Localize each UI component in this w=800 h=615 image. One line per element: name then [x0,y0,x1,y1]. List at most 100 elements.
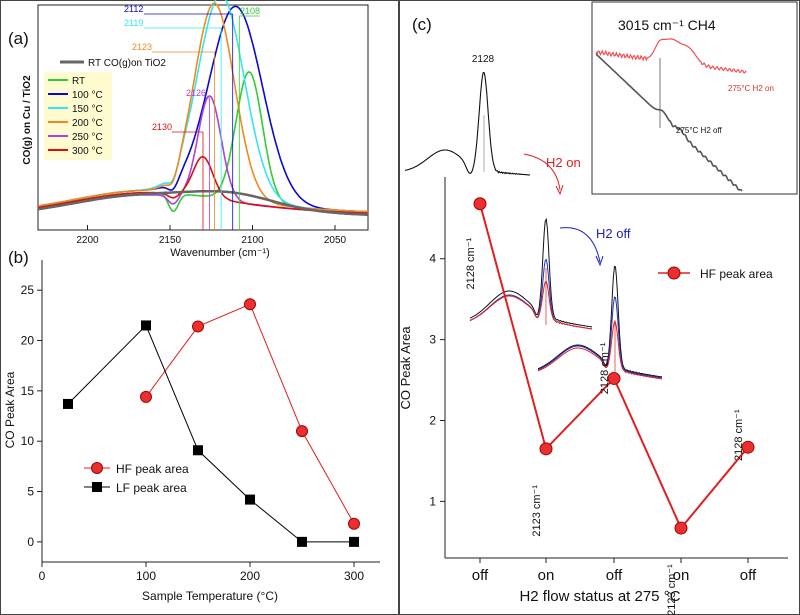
peak-label-5: 2130 [152,122,172,132]
panel-b-ticks: 0 100 200 300 0 5 10 15 20 25 [21,283,365,583]
panel-c-point-labels: 2128 cm⁻¹ 2123 cm⁻¹ 2128 cm⁻¹ 2123 cm⁻¹ 2128… [465,238,745,615]
b-point-0-4 [348,517,360,530]
a-xtick-label-0: 2200 [76,235,99,246]
panel-b-x-label: Sample Temperature (°C) [142,589,278,603]
c-point-label-2: 2128 cm⁻¹ [599,342,611,394]
a-xtick-label-3: 2050 [324,235,347,246]
b-ytick-label-0: 0 [27,535,34,549]
b-point-1-2 [193,445,203,456]
inset-box [591,1,798,195]
panel-c-chart: 3015 cm⁻¹ CH4 275°C H2 on 275°C H2 off 2… [398,1,798,615]
legend-c-marker [667,266,681,280]
b-point-1-3 [245,494,255,505]
b-point-1-5 [349,536,359,547]
b-point-0-2 [244,298,256,311]
inset-h2-on-curve [595,38,747,74]
spectrum-off-blue [537,296,663,379]
panel-label-a: (a) [8,29,29,48]
peak-label-4: 2126 [186,88,206,98]
legend-label-3: 200 °C [72,118,103,129]
c-point-label-0: 2128 cm⁻¹ [465,238,477,290]
legend-lf-label: LF peak area [116,481,187,495]
a-xtick-label-2: 2100 [241,235,264,246]
legend-label-0: RT [72,76,85,87]
b-point-0-3 [296,425,308,438]
legend-label-1: 100 °C [72,90,103,101]
c-point-label-4: 2128 cm⁻¹ [733,409,745,461]
panel-c-x-label: H2 flow status at 275 °C [519,588,680,605]
legend-label-5: 300 °C [72,146,103,157]
panel-c-y-label: CO Peak Area [398,326,413,410]
h2-on-arrow [523,153,561,191]
c-ytick-label-2: 3 [429,333,436,347]
panel-c-embedded-spectra [469,115,663,380]
spectrum-off-black [537,265,663,378]
c-point-2 [607,371,621,385]
panel-a-legend: RT 100 °C 150 °C 200 °C 250 °C 300 °C [48,76,103,157]
top-spectrum [404,71,531,176]
legend-label-2: 150 °C [72,104,103,115]
h2-off-label: H2 off [596,226,631,241]
a-xtick-label-1: 2150 [159,235,182,246]
c-ytick-label-1: 2 [429,414,436,428]
inset-off-label: 275°C H2 off [676,126,723,135]
b-point-1-1 [141,320,151,331]
panel-label-c: (c) [412,15,432,34]
panel-b-chart: 0 100 200 300 0 5 10 15 20 25 Sample Temperature … [3,260,380,603]
b-xtick-label-3: 300 [344,569,364,583]
legend-c-label: HF peak area [700,267,773,281]
legend-label-4: 250 °C [72,132,103,143]
spectrum-off-red [537,321,663,380]
h2-off-arrowhead [595,255,604,267]
b-point-0-0 [140,390,152,403]
c-ytick-label-3: 4 [429,252,436,266]
legend-header-text: RT CO(g)on TiO2 [88,58,166,69]
legend-hf-label: HF peak area [116,462,189,476]
peak-label-3: 2123 [132,42,152,52]
spectrum-on-red [469,280,593,330]
h2-off-arrow [559,227,601,263]
b-xtick-label-1: 100 [136,569,156,583]
c-xtick-label-0: off [472,567,489,584]
panel-a-peak-lines: 2112 2119 2108 2123 2126 2130 [124,4,260,230]
c-point-label-3: 2123 cm⁻¹ [666,564,678,615]
c-xtick-label-2: off [606,567,623,584]
b-ytick-label-1: 5 [27,485,34,499]
c-xtick-label-1: on [538,567,555,584]
panel-label-b: (b) [8,248,29,267]
panel-c-series [473,197,755,535]
legend-box [44,72,112,160]
b-ytick-label-2: 10 [21,434,35,448]
top-peak-label: 2128 [472,54,495,65]
panel-b-y-label: CO Peak Area [3,371,17,448]
c-point-0 [473,197,487,211]
c-point-3 [674,521,688,535]
c-point-4 [741,440,755,454]
b-point-1-4 [297,536,307,547]
c-xtick-label-4: off [740,567,757,584]
b-point-0-1 [192,320,204,333]
b-ytick-label-5: 25 [21,283,35,297]
legend-hf-marker [91,462,103,474]
b-ytick-label-3: 15 [21,384,35,398]
b-xtick-label-2: 200 [240,569,260,583]
inset-on-label: 275°C H2 on [728,84,774,93]
peak-label-2: 2108 [240,6,260,16]
peak-label-1: 2119 [124,18,143,28]
b-point-1-0 [63,398,73,409]
panel-a-chart: 2112 2119 2108 2123 2126 2130 2200 2150 2100 205… [22,0,369,259]
legend-lf-marker [92,482,102,492]
c-ytick-label-0: 1 [429,494,436,508]
panel-c-ticks: 1 2 3 4 off on off on off [429,252,757,584]
b-xtick-label-0: 0 [39,569,46,583]
spectrum-on-blue [469,258,593,330]
panel-a-x-ticks: 2200 2150 2100 2050 [76,225,347,246]
c-series-line [479,203,749,530]
h2-on-label: H2 on [546,155,581,170]
h2-on-arrowhead [555,184,564,196]
panel-b-series [63,298,360,547]
c-point-1 [539,442,553,456]
b-series-line-1 [67,324,354,543]
peak-label-0: 2112 [124,4,143,14]
